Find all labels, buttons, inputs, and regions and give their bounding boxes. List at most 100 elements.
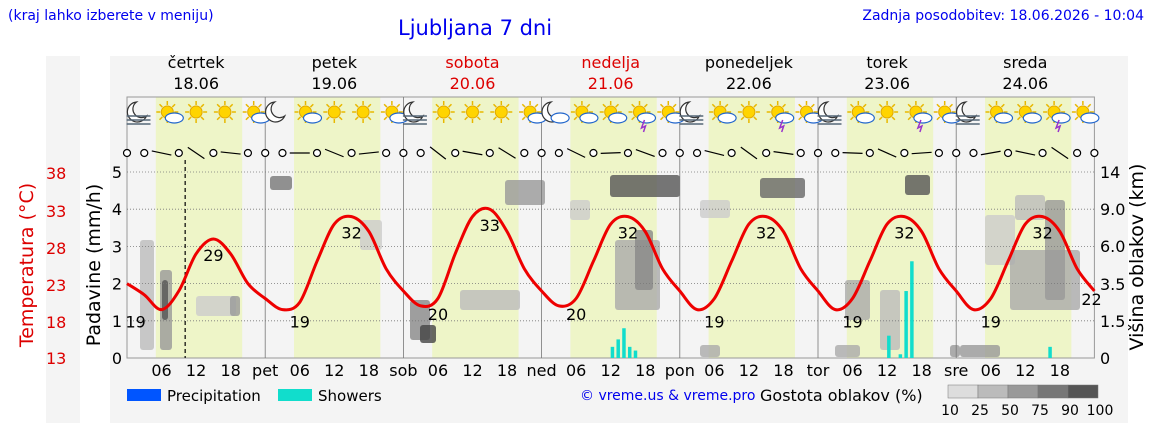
x-tick-label: 18 (359, 361, 379, 380)
wind-barb-icon (498, 147, 516, 159)
sun-ray (383, 116, 388, 121)
sun-disc (218, 105, 232, 119)
sun-ray (711, 116, 716, 121)
sun-ray (602, 103, 607, 108)
density-swatch (1037, 384, 1069, 399)
sun-icon (352, 101, 375, 123)
calm-wind-icon (934, 148, 944, 158)
sun-disc (189, 105, 203, 119)
temperature-label: 32 (618, 224, 638, 243)
y-axes: 01234513182328333801.53.56.09.014Tempera… (16, 163, 1148, 368)
calm-wind-icon (451, 148, 460, 158)
x-tick-label: 06 (704, 361, 724, 380)
sun-cloud-icon (709, 101, 737, 124)
wind-barb-icon (911, 151, 932, 155)
x-day-label: ned (527, 361, 557, 380)
moon-shape (817, 101, 839, 123)
cloud-height-tick-label: 14 (1100, 163, 1120, 182)
moon-fog-icon (402, 101, 427, 125)
left-panel-bg (46, 56, 80, 423)
cloud-patch (760, 178, 805, 198)
day-date: 21.06 (588, 74, 634, 93)
sun-ray (476, 103, 481, 108)
sun-ray (878, 116, 883, 121)
sun-ray (631, 116, 636, 121)
lightning-shape (778, 119, 785, 133)
calm-wind-icon (865, 148, 874, 158)
density-tick-label: 10 (941, 403, 959, 419)
sun-ray (1074, 116, 1079, 121)
sun-ray (798, 116, 803, 121)
sun-cloud-icon (242, 101, 271, 124)
sun-ray (309, 103, 314, 108)
sun-ray (862, 103, 867, 108)
sun-ray (1045, 116, 1050, 121)
shower-bar (910, 261, 914, 358)
wind-barb-icon (704, 149, 725, 157)
cloud-patch (1015, 195, 1045, 220)
lightning-shape (916, 119, 924, 133)
day-name: ponedeljek (705, 53, 794, 72)
density-tick-label: 50 (1001, 403, 1019, 419)
calm-wind-icon (261, 148, 270, 158)
x-tick-label: 06 (842, 361, 862, 380)
shower-bar (616, 339, 620, 358)
sun-ray (505, 116, 510, 121)
page-title: Ljubljana 7 dni (398, 16, 553, 40)
sun-ray (338, 116, 343, 121)
sun-ray (396, 103, 401, 108)
cloud-height-axis-title: Višina oblakov (km) (1126, 164, 1148, 351)
sun-ray (988, 103, 993, 108)
shower-bar (904, 291, 908, 358)
sun-ray (187, 116, 192, 121)
sun-ray (1045, 103, 1050, 108)
sun-ray (435, 116, 440, 121)
sun-disc (327, 105, 341, 119)
density-swatch (1007, 384, 1039, 399)
precip-tick-label: 3 (112, 237, 122, 256)
density-swatch (947, 384, 979, 399)
temperature-label: 32 (1032, 224, 1052, 243)
x-day-label: pet (252, 361, 278, 380)
temp-tick-label: 23 (46, 276, 66, 295)
wind-barb-icon (600, 152, 621, 154)
sun-ray (297, 116, 302, 121)
cloud-patch (845, 280, 870, 320)
calm-wind-icon (122, 148, 132, 158)
sun-ray (464, 116, 469, 121)
sun-ray (521, 103, 526, 108)
sun-ray (849, 116, 854, 121)
precipitation-swatch (127, 389, 161, 401)
sun-ray (354, 116, 359, 121)
precip-tick-label: 5 (112, 163, 122, 182)
cloud-patch (950, 345, 960, 357)
moon-fog-icon (126, 101, 151, 125)
legend: Precipitation Showers 10 25 50 75 90 100 (127, 384, 1113, 419)
sun-icon (876, 101, 899, 123)
calm-wind-icon (347, 148, 356, 158)
cloud-shape (1022, 112, 1042, 124)
last-update: Zadnja posodobitev: 18.06.2026 - 10:04 (862, 8, 1144, 24)
sun-ray (1016, 116, 1021, 121)
sun-ray (573, 116, 578, 121)
temperature-label: 19 (981, 312, 1001, 331)
day-name: nedelja (581, 53, 640, 72)
x-tick-label: 06 (151, 361, 171, 380)
x-tick-label: 12 (739, 361, 759, 380)
sun-ray (258, 103, 262, 108)
calm-wind-icon (952, 148, 961, 158)
sun-ray (849, 103, 854, 108)
sun-ray (1029, 103, 1034, 108)
day-name: torek (866, 53, 908, 72)
wind-barb-icon (187, 146, 205, 160)
density-swatch (977, 384, 1009, 399)
sun-ray (158, 116, 163, 121)
credit-link[interactable]: © vreme.us & vreme.pro (580, 388, 756, 404)
moon-fog-icon (679, 101, 704, 125)
moon-shape (956, 101, 978, 123)
region-hint[interactable]: (kraj lahko izberete v meniju) (8, 8, 214, 24)
cloud-shape (993, 112, 1014, 124)
calm-wind-icon (692, 148, 702, 158)
moon-shape (265, 101, 287, 123)
x-tick-label: 12 (324, 361, 344, 380)
